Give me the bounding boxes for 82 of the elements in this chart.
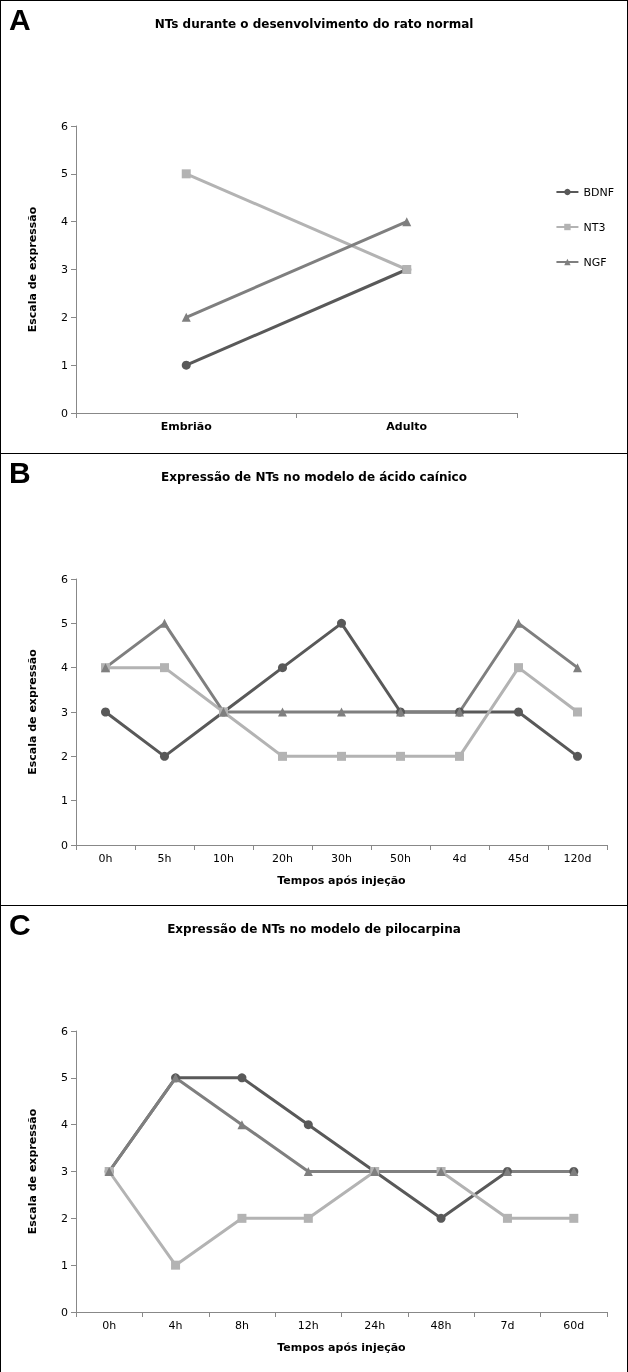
- point: [237, 1213, 247, 1223]
- point: [303, 1120, 313, 1130]
- y-tick-label: 0: [61, 406, 68, 420]
- point: [160, 618, 169, 628]
- point: [502, 1213, 512, 1223]
- point: [171, 1260, 181, 1270]
- x-tick-label: 0h: [98, 852, 113, 865]
- y-tick-label: 1: [61, 1258, 68, 1272]
- legend-label: NT3: [583, 220, 606, 234]
- legend-label: NGF: [583, 255, 607, 269]
- x-tick-label: 5h: [157, 852, 172, 865]
- point: [337, 751, 346, 761]
- x-tick-label: 30h: [331, 852, 353, 865]
- y-tick-label: 1: [61, 794, 68, 808]
- y-tick-label: 5: [61, 616, 68, 630]
- point: [101, 707, 110, 717]
- y-tick-label: 5: [61, 167, 68, 181]
- point: [237, 1073, 247, 1083]
- point: [278, 751, 287, 761]
- point: [396, 751, 405, 761]
- x-tick-label: 4d: [452, 852, 467, 865]
- point: [514, 663, 523, 673]
- chart-title: NTs durante o desenvolvimento do rato normal: [154, 17, 474, 31]
- point: [514, 618, 523, 628]
- x-tick-label: 12h: [297, 1319, 319, 1332]
- y-tick-label: 6: [61, 119, 68, 133]
- y-tick-label: 4: [61, 215, 68, 229]
- text: C: [9, 908, 31, 942]
- x-tick-label: 60d: [563, 1319, 585, 1332]
- point: [181, 169, 191, 179]
- y-tick-label: 4: [61, 1118, 68, 1132]
- point: [160, 751, 169, 761]
- chart-title: Expressão de NTs no modelo de pilocarpina: [167, 922, 461, 936]
- point: [573, 707, 582, 717]
- point: [569, 1213, 579, 1223]
- x-tick-label: Adulto: [386, 420, 428, 433]
- point: [514, 707, 523, 717]
- point: [455, 751, 464, 761]
- point: [181, 360, 191, 370]
- x-tick-label: 0h: [102, 1319, 117, 1332]
- y-tick-label: 0: [61, 838, 68, 852]
- point: [573, 663, 582, 673]
- x-axis-title: Tempos após injeção: [277, 874, 407, 887]
- legend-label: BDNF: [583, 185, 615, 199]
- y-axis-title: Escala de expressão: [26, 1108, 39, 1235]
- point: [337, 707, 346, 717]
- point: [303, 1213, 313, 1223]
- point: [573, 751, 582, 761]
- x-tick-label: 4h: [168, 1319, 183, 1332]
- point: [436, 1213, 446, 1223]
- y-tick-label: 3: [61, 1165, 68, 1178]
- x-tick-label: 50h: [390, 852, 412, 865]
- y-tick-label: 2: [61, 310, 68, 324]
- y-tick-label: 2: [61, 749, 68, 763]
- point: [160, 663, 169, 673]
- x-tick-label: 20h: [272, 852, 294, 865]
- y-tick-label: 1: [61, 358, 68, 372]
- x-tick-label: 24h: [364, 1319, 386, 1332]
- y-axis-title: Escala de expressão: [26, 648, 39, 775]
- text: B: [9, 456, 31, 490]
- chart-title: Expressão de NTs no modelo de ácido caínico: [161, 470, 467, 484]
- y-tick-label: 3: [61, 263, 68, 276]
- point: [278, 707, 287, 717]
- x-tick-label: 7d: [500, 1319, 515, 1332]
- y-tick-label: 5: [61, 1071, 68, 1085]
- text: A: [9, 3, 31, 37]
- x-tick-label: Embrião: [160, 420, 213, 433]
- y-axis-title: Escala de expressão: [26, 206, 39, 333]
- y-tick-label: 2: [61, 1211, 68, 1225]
- x-tick-label: 120d: [563, 852, 592, 865]
- x-tick-label: 10h: [213, 852, 235, 865]
- y-tick-label: 4: [61, 661, 68, 675]
- point: [337, 618, 346, 628]
- x-axis-title: Tempos após injeção: [277, 1341, 407, 1354]
- x-tick-label: 8h: [234, 1319, 249, 1332]
- y-tick-label: 6: [61, 572, 68, 586]
- point: [278, 663, 287, 673]
- y-tick-label: 6: [61, 1024, 68, 1038]
- y-tick-label: 0: [61, 1305, 68, 1319]
- x-tick-label: 48h: [430, 1319, 452, 1332]
- x-tick-label: 45d: [508, 852, 529, 865]
- y-tick-label: 3: [61, 705, 68, 719]
